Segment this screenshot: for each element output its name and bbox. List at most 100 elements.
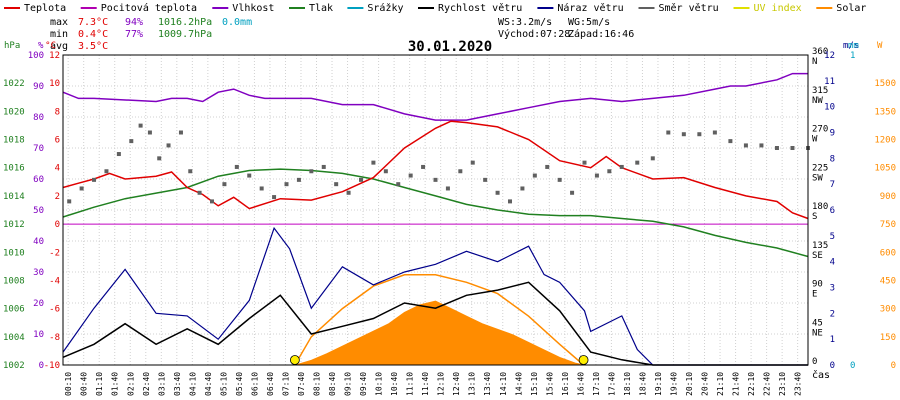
tick-percent: 30: [33, 268, 44, 278]
tick-direction-label: S: [812, 212, 817, 222]
stats-avg-label: avg: [50, 41, 68, 52]
wind-direction-point: [147, 130, 152, 135]
tick-time: 07:40: [297, 372, 306, 396]
wind-direction-point: [582, 160, 587, 165]
wind-direction-point: [712, 130, 717, 135]
tick-direction-label: N: [812, 57, 817, 67]
tick-solar: 300: [880, 305, 896, 315]
tick-time: 06:40: [266, 372, 275, 396]
tick-celsius: 6: [55, 136, 60, 146]
wind-direction-point: [681, 132, 686, 137]
tick-direction-label: E: [812, 290, 817, 300]
wind-direction-point: [396, 182, 401, 187]
wind-direction-point: [129, 139, 134, 144]
tick-time: 14:10: [499, 372, 508, 396]
wind-direction-point: [116, 152, 121, 157]
wind-direction-point: [234, 164, 239, 169]
legend-label: Směr větru: [659, 2, 719, 14]
axis-unit-percent: %: [38, 41, 44, 51]
wind-direction-point: [520, 186, 525, 191]
tick-time: 09:40: [359, 372, 368, 396]
tick-time: 17:40: [607, 372, 616, 396]
stats-min-temp: 0.4°C: [78, 29, 108, 40]
axis-unit-celsius: °C: [45, 41, 56, 51]
stats-max-label: max: [50, 17, 68, 28]
wind-direction-point: [495, 190, 500, 195]
tick-time: 01:10: [95, 372, 104, 396]
tick-time: 18:10: [623, 372, 632, 396]
tick-time: 21:10: [716, 372, 725, 396]
wind-direction-point: [222, 182, 227, 187]
plot-frame: [62, 54, 809, 366]
legend-label: Pocitová teplota: [101, 2, 197, 14]
tick-ms: 3: [830, 284, 835, 294]
tick-ms: 0: [830, 361, 835, 371]
sunset-time: Západ:16:46: [568, 28, 634, 40]
tick-ms: 9: [830, 129, 835, 139]
wind-direction-point: [178, 130, 183, 135]
tick-percent: 40: [33, 237, 44, 247]
tick-hpa: 1010: [3, 248, 25, 258]
tick-time: 13:10: [468, 372, 477, 396]
tick-time: 10:10: [375, 372, 384, 396]
sunrise-marker: [289, 355, 300, 365]
tick-hpa: 1006: [3, 305, 25, 315]
wind-direction-point: [445, 186, 450, 191]
tick-direction: 90: [812, 280, 823, 290]
wind-speed-avg: WS:3.2m/s: [498, 17, 552, 28]
wind-direction-point: [532, 173, 537, 178]
tick-hpa: 1008: [3, 276, 25, 286]
humidity-line: [62, 72, 808, 121]
legend-label: UV index: [754, 3, 802, 14]
tick-time: 23:10: [778, 372, 787, 396]
tick-time: 21:40: [732, 372, 741, 396]
wind-direction-point: [309, 169, 314, 174]
tick-percent: 70: [33, 144, 44, 154]
tick-percent: 20: [33, 299, 44, 309]
legend-label: Vlhkost: [232, 3, 274, 14]
wind-direction-point: [104, 169, 109, 174]
wind-direction-point: [557, 177, 562, 182]
axis-unit-mm: mm: [848, 41, 859, 51]
wind-direction-point: [272, 195, 277, 200]
tick-celsius: -4: [49, 276, 60, 286]
tick-direction: 180: [812, 202, 828, 212]
tick-time: 04:40: [204, 372, 213, 396]
wind-direction-point: [790, 146, 795, 150]
stats-max-hum: 94%: [125, 17, 143, 28]
tick-time: 00:40: [80, 372, 89, 396]
stats-min-press: 1009.7hPa: [158, 29, 212, 40]
tick-time: 01:40: [111, 372, 120, 396]
tick-time: 19:10: [654, 372, 663, 396]
wind-direction-point: [421, 164, 426, 169]
tick-hpa: 1020: [3, 107, 25, 117]
legend-label: Tlak: [309, 3, 333, 14]
axis-unit-hpa: hPa: [4, 41, 20, 51]
wind-direction-point: [458, 169, 463, 174]
wind-direction-point: [188, 169, 193, 174]
tick-percent: 80: [33, 113, 44, 123]
tick-direction-label: W: [812, 135, 818, 145]
wind-direction-point: [470, 160, 475, 165]
tick-solar: 1500: [874, 79, 896, 89]
wind-direction-point: [408, 173, 413, 178]
tick-percent: 100: [28, 51, 44, 61]
wind-direction-point: [508, 199, 512, 204]
tick-time: 07:10: [281, 372, 290, 396]
legend-label: Náraz větru: [557, 2, 623, 14]
tick-direction: 0: [812, 357, 817, 367]
wind-direction-point: [545, 164, 550, 169]
tick-time: 08:40: [328, 372, 337, 396]
tick-direction-label: NE: [812, 328, 823, 338]
x-axis-label: čas: [812, 369, 830, 381]
temperature-line: [62, 120, 809, 220]
axis-unit-solar: W: [877, 41, 883, 51]
tick-ms: 4: [830, 258, 835, 268]
tick-solar: 0: [891, 361, 896, 371]
wind-direction-point: [284, 182, 289, 187]
tick-time: 03:10: [157, 372, 166, 396]
tick-celsius: 8: [55, 107, 60, 117]
tick-celsius: 12: [49, 51, 60, 61]
tick-time: 12:40: [452, 372, 461, 396]
wind-direction-point: [67, 199, 72, 204]
